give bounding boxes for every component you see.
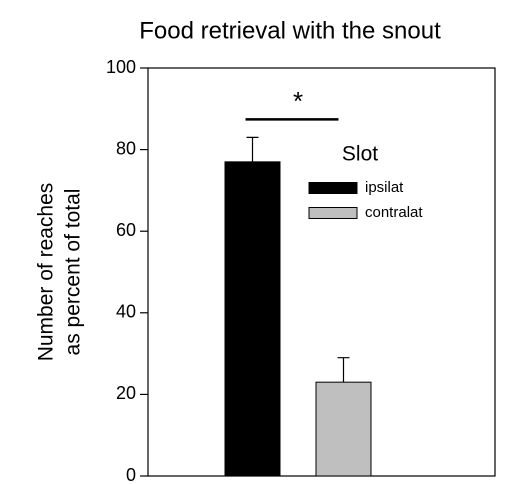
bar	[224, 161, 281, 477]
legend-label: ipsilat	[365, 179, 404, 196]
y-tick-label: 80	[116, 138, 136, 158]
legend-title: Slot	[342, 143, 378, 166]
significance-marker: *	[293, 86, 303, 116]
error-bar	[337, 357, 350, 383]
y-tick-label: 20	[116, 383, 136, 403]
y-tick-label: 60	[116, 220, 136, 240]
legend-swatch	[308, 182, 358, 194]
legend-swatch	[308, 207, 358, 219]
y-tick-label: 100	[106, 57, 136, 77]
y-axis-label: as percent of total	[62, 189, 85, 356]
legend-label: contralat	[365, 204, 423, 221]
y-tick-label: 0	[126, 465, 136, 484]
bar	[315, 381, 372, 477]
y-axis-label: Number of reaches	[35, 183, 58, 362]
error-bar	[246, 136, 259, 162]
y-tick-label: 40	[116, 302, 136, 322]
chart-title: Food retrieval with the snout	[139, 17, 441, 44]
